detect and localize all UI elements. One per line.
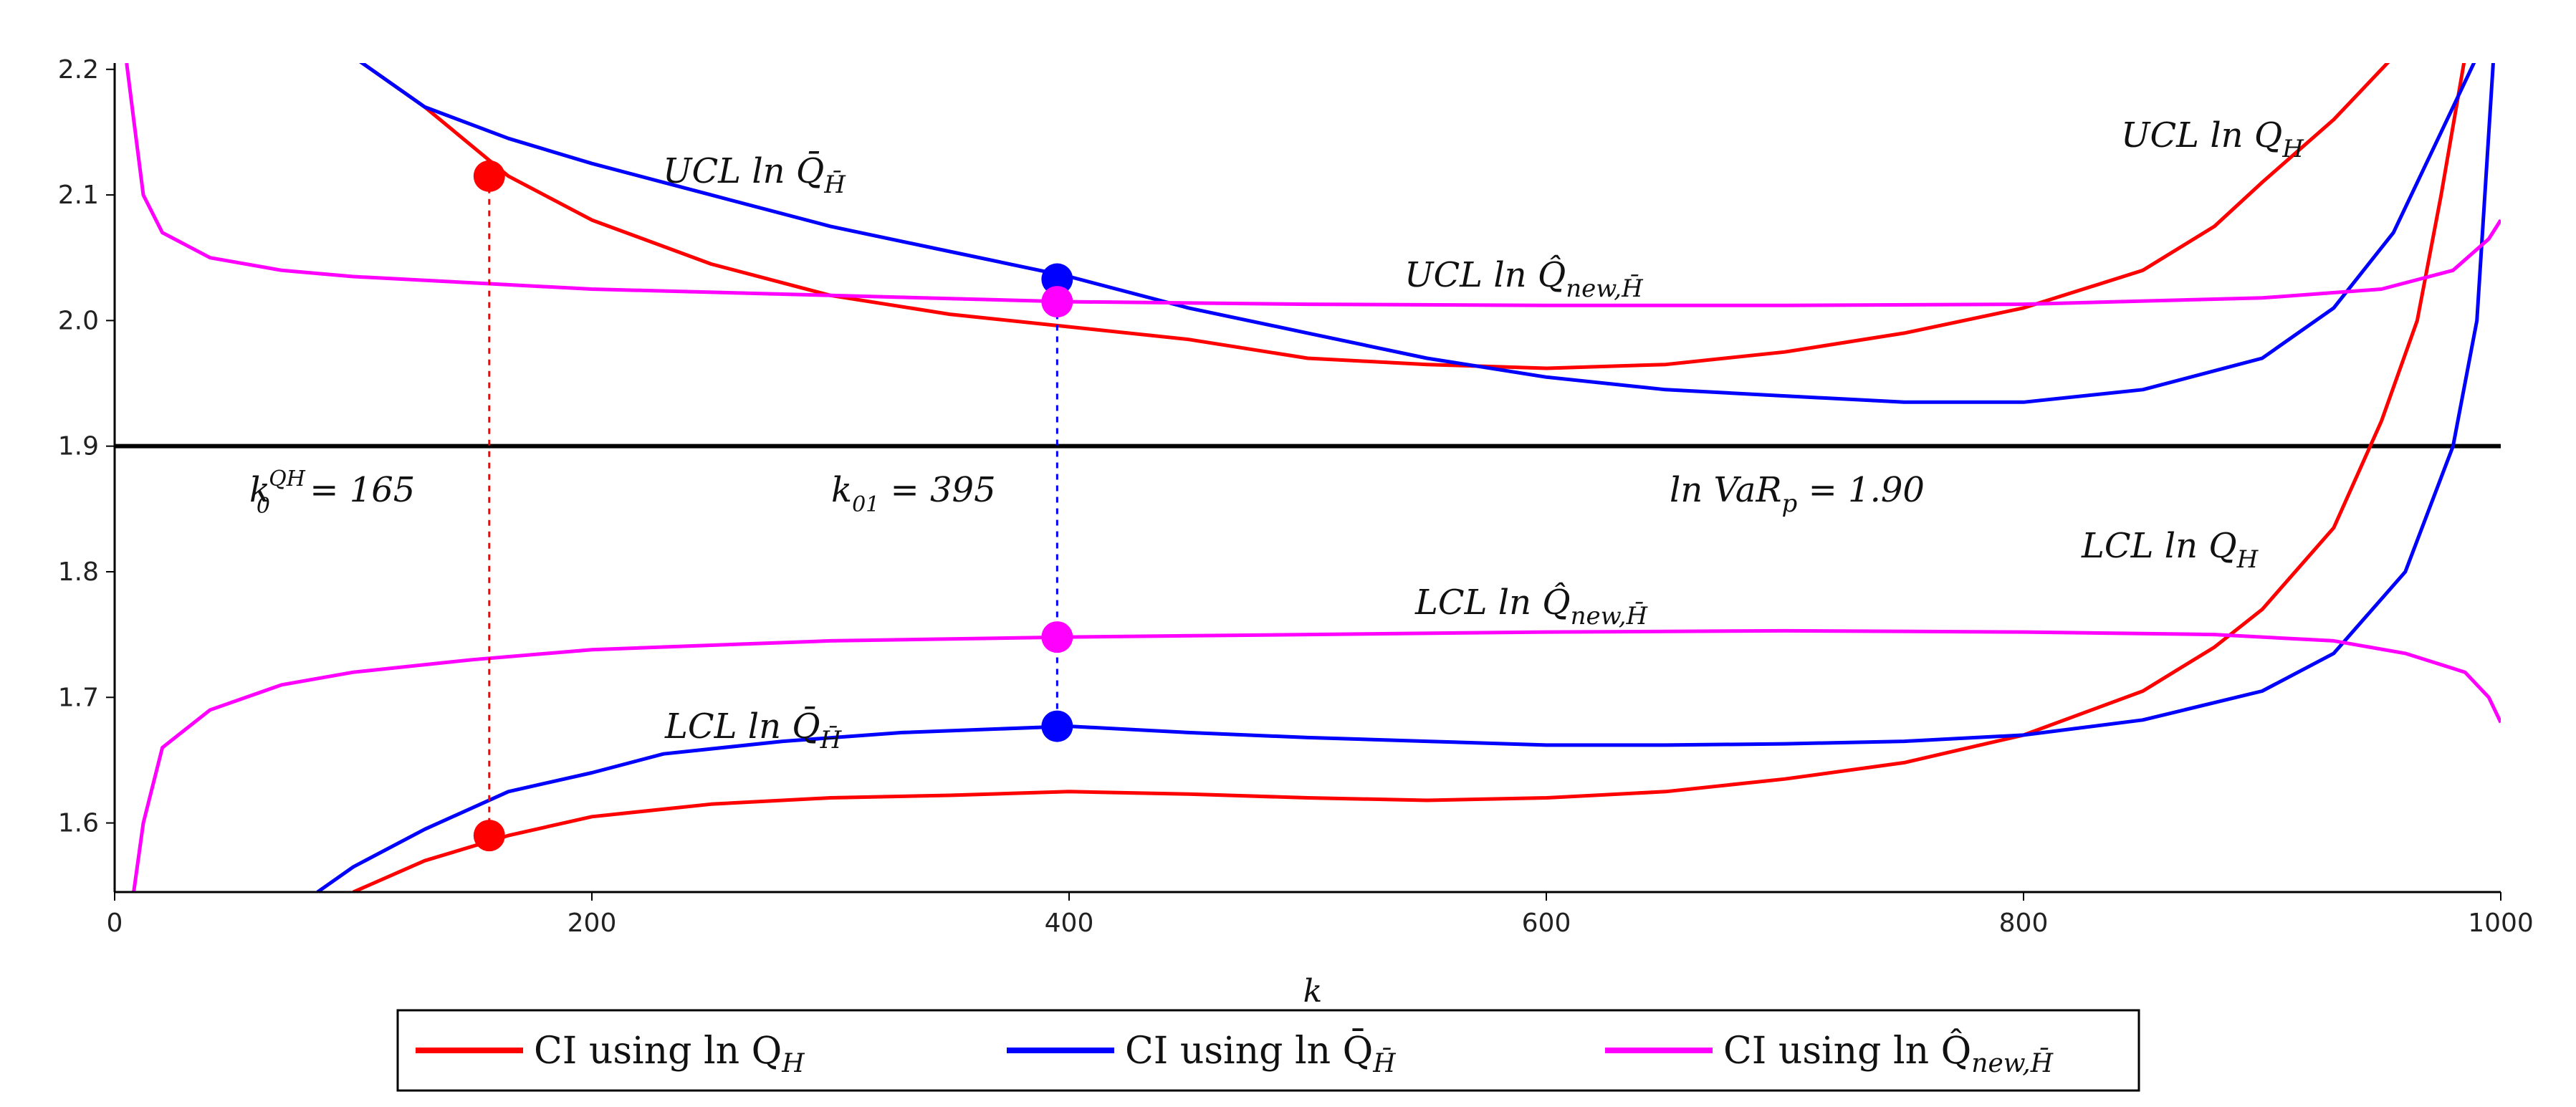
- y-tick-label: 2.1: [58, 181, 99, 210]
- red-ucl-marker: [473, 160, 505, 192]
- magenta-ucl-marker: [1041, 286, 1073, 318]
- x-tick-label: 200: [568, 909, 617, 938]
- x-tick-label: 1000: [2468, 909, 2534, 938]
- x-axis-label: k: [1303, 973, 1323, 1010]
- y-tick-label: 1.9: [58, 432, 99, 461]
- x-tick-label: 600: [1522, 909, 1571, 938]
- blue-lcl-marker: [1041, 710, 1073, 742]
- x-tick-label: 800: [1999, 909, 2049, 938]
- legend-label-red: CI using ln QH: [534, 1030, 805, 1078]
- ann-lcl-q-h: LCL ln QH: [2081, 526, 2259, 574]
- legend-box: [396, 1009, 2140, 1092]
- x-tick-label: 400: [1045, 909, 1094, 938]
- ann-lcl-q-new: LCL ln Q̂new,H̄: [1414, 581, 1649, 631]
- plot-area: [115, 63, 2501, 892]
- ann-var: ln VaRp = 1.90: [1670, 470, 1925, 518]
- legend-label-blue: CI using ln Q̄H̄: [1125, 1029, 1396, 1078]
- axes: 1.6 1.7 1.8 1.9 2.0 2.1 2.2 0 200 400 600 800 1000: [58, 55, 2534, 938]
- ann-ucl-q-bar: UCL ln Q̄H̄: [663, 150, 846, 199]
- series-line-ucl-ln-q-new-h: [125, 63, 2501, 307]
- series-line-lcl-ln-q-h: [352, 63, 2466, 892]
- magenta-lcl-marker: [1041, 621, 1073, 653]
- series-line-ucl-ln-q-h: [359, 63, 2390, 370]
- ann-k01: k01 = 395: [831, 470, 996, 517]
- ann-k0: kQH 0 = 165: [249, 466, 415, 519]
- blue-ucl-marker: [1041, 263, 1073, 295]
- y-tick-label: 2.2: [58, 55, 99, 85]
- y-tick-label: 1.7: [58, 683, 99, 712]
- series-line-lcl-ln-q-h: [316, 63, 2495, 892]
- red-lcl-marker: [473, 820, 505, 852]
- x-tick-label: 0: [107, 909, 123, 938]
- series-line-ucl-ln-q-h: [359, 63, 2476, 404]
- series-line-lcl-ln-q-new-h: [132, 628, 2501, 892]
- y-tick-label: 1.6: [58, 809, 99, 838]
- annotations: UCL ln Q̄H̄ UCL ln QH UCL ln Q̂new,H̄ kQ…: [249, 115, 2304, 754]
- ann-ucl-q-h: UCL ln QH: [2121, 115, 2304, 163]
- y-tick-label: 1.8: [58, 557, 99, 587]
- ann-lcl-q-bar: LCL ln Q̄H̄: [664, 705, 843, 754]
- y-tick-label: 2.0: [58, 306, 99, 335]
- legend-label-magenta: CI using ln Q̂new,H̄: [1723, 1029, 2054, 1078]
- ann-ucl-q-new: UCL ln Q̂new,H̄: [1404, 254, 1644, 303]
- legend: CI using ln QH CI using ln Q̄H̄ CI using…: [396, 1009, 2140, 1092]
